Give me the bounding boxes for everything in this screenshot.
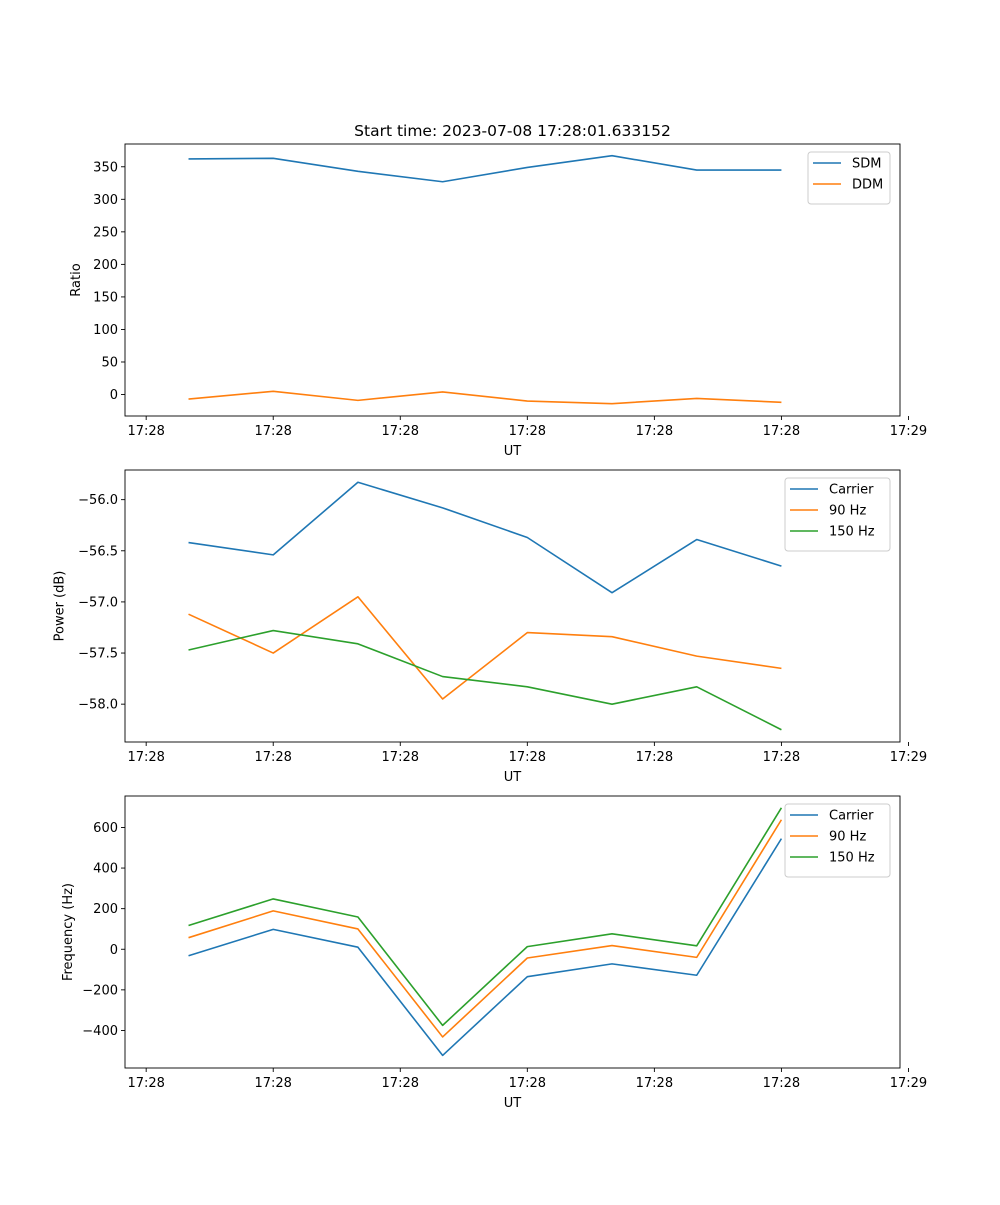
- legend-label: 150 Hz: [829, 525, 875, 540]
- y-tick-label: −200: [82, 983, 118, 998]
- axes-frame: [124, 469, 901, 743]
- x-axis-label: UT: [504, 770, 522, 785]
- axes-frame: [124, 143, 901, 417]
- y-tick-label: 50: [101, 355, 118, 370]
- legend-label: Carrier: [829, 809, 874, 824]
- series-line-150-hz: [188, 807, 783, 1027]
- x-axis-label: UT: [504, 1096, 522, 1111]
- legend-label: DDM: [852, 178, 883, 193]
- x-tick-label: 17:28: [636, 424, 673, 439]
- y-tick-label: 400: [93, 862, 118, 877]
- x-tick-label: 17:28: [382, 750, 419, 765]
- y-tick-label: 200: [93, 258, 118, 273]
- legend-box: [784, 803, 891, 878]
- legend-label: SDM: [852, 157, 881, 172]
- y-tick-label: −57.5: [78, 647, 118, 662]
- figure-title: Start time: 2023-07-08 17:28:01.633152: [354, 122, 671, 140]
- x-tick-label: 17:28: [636, 1076, 673, 1091]
- y-tick-label: 250: [93, 225, 118, 240]
- series-line-carrier: [188, 838, 783, 1057]
- x-tick-label: 17:28: [382, 424, 419, 439]
- y-tick-label: 100: [93, 323, 118, 338]
- x-tick-label: 17:28: [509, 1076, 546, 1091]
- series-line-90-hz: [188, 819, 783, 1038]
- x-tick-label: 17:28: [254, 750, 291, 765]
- y-tick-label: −400: [82, 1024, 118, 1039]
- series-line-ddm: [188, 390, 782, 405]
- x-tick-label: 17:28: [509, 424, 546, 439]
- panel-2: 17:28 17:28 17:28 17:28 17:28 17:28 17:29 −58.0…: [53, 469, 927, 785]
- y-tick-label: 300: [93, 193, 118, 208]
- panel-3: 17:28 17:28 17:28 17:28 17:28 17:28 17:29 −400 −…: [61, 795, 927, 1111]
- axes-frame: [124, 795, 901, 1069]
- y-tick-label: −57.0: [78, 595, 118, 610]
- legend-label: Carrier: [829, 483, 874, 498]
- x-tick-label: 17:28: [127, 1076, 164, 1091]
- y-tick-label: −58.0: [78, 698, 118, 713]
- series-line-carrier: [188, 481, 782, 594]
- legend-label: 90 Hz: [829, 830, 866, 845]
- x-tick-label: 17:28: [509, 750, 546, 765]
- legend: Carrier 90 Hz 150 Hz: [784, 803, 891, 878]
- y-axis-label: Power (dB): [53, 571, 68, 642]
- x-tick-label: 17:28: [127, 424, 164, 439]
- legend: SDM DDM: [807, 151, 891, 205]
- panel-1: 17:28 17:28 17:28 17:28 17:28 17:28 17:29 0 50 10…: [69, 143, 927, 459]
- x-tick-label: 17:28: [636, 750, 673, 765]
- y-tick-label: 600: [93, 821, 118, 836]
- x-tick-label: 17:28: [763, 750, 800, 765]
- legend-box: [807, 151, 891, 205]
- x-tick-label: 17:28: [127, 750, 164, 765]
- x-tick-label: 17:29: [890, 1076, 927, 1091]
- x-tick-label: 17:28: [254, 1076, 291, 1091]
- x-tick-label: 17:28: [763, 1076, 800, 1091]
- series-line-150-hz: [188, 629, 782, 731]
- y-tick-label: −56.5: [78, 544, 118, 559]
- x-tick-label: 17:28: [254, 424, 291, 439]
- x-tick-label: 17:29: [890, 424, 927, 439]
- x-tick-label: 17:28: [763, 424, 800, 439]
- y-tick-label: −56.0: [78, 493, 118, 508]
- x-axis-label: UT: [504, 444, 522, 459]
- series-line-90-hz: [188, 596, 782, 700]
- y-tick-label: 150: [93, 290, 118, 305]
- legend: Carrier 90 Hz 150 Hz: [784, 477, 891, 552]
- x-tick-label: 17:29: [890, 750, 927, 765]
- y-tick-label: 0: [110, 943, 118, 958]
- y-tick-label: 350: [93, 160, 118, 175]
- y-axis-label: Frequency (Hz): [61, 883, 76, 981]
- series-line-sdm: [188, 154, 782, 183]
- legend-label: 150 Hz: [829, 851, 875, 866]
- y-axis-label: Ratio: [69, 263, 84, 296]
- y-tick-label: 0: [110, 388, 118, 403]
- y-tick-label: 200: [93, 902, 118, 917]
- legend-box: [784, 477, 891, 552]
- legend-label: 90 Hz: [829, 504, 866, 519]
- x-tick-label: 17:28: [382, 1076, 419, 1091]
